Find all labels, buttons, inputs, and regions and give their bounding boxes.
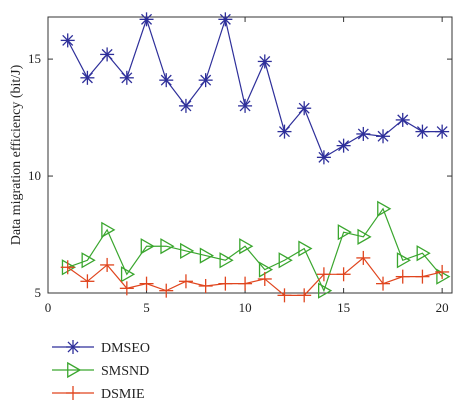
data-point-dsmie: [257, 271, 272, 286]
legend-item-dsmie: DSMIE: [52, 386, 145, 402]
data-point-dmseo: [218, 12, 233, 27]
data-point-smsnd: [239, 238, 254, 255]
series-layer: [60, 12, 451, 303]
x-tick-label: 0: [45, 300, 52, 315]
legend-item-dmseo: DMSEO: [52, 340, 150, 356]
data-point-dmseo: [238, 98, 253, 113]
data-point-dsmie: [198, 278, 213, 293]
data-point-smsnd: [377, 200, 392, 217]
data-point-smsnd: [258, 261, 274, 278]
data-point-dsmie: [139, 276, 154, 291]
data-point-smsnd: [396, 252, 412, 269]
data-point-smsnd: [436, 268, 451, 285]
data-point-dsmie: [80, 274, 95, 289]
data-point-dsmie: [297, 288, 312, 303]
data-point-dsmie: [119, 281, 134, 296]
data-point-smsnd: [318, 282, 333, 299]
data-point-smsnd: [278, 252, 293, 269]
data-point-dmseo: [297, 101, 312, 116]
data-point-dsmie: [100, 257, 115, 272]
data-point-smsnd: [199, 247, 214, 264]
y-tick-label: 10: [28, 168, 41, 183]
data-point-dsmie: [159, 283, 174, 298]
data-point-smsnd: [160, 238, 175, 255]
data-point-smsnd: [416, 245, 431, 262]
data-point-dmseo: [119, 70, 134, 85]
data-point-dmseo: [277, 124, 292, 139]
data-point-smsnd: [337, 224, 352, 241]
x-tick-label: 5: [143, 300, 150, 315]
plot-frame: [47, 16, 453, 294]
data-point-dmseo: [336, 138, 351, 153]
data-point-smsnd: [120, 266, 136, 283]
x-tick-label: 15: [337, 300, 350, 315]
series-line-smsnd: [67, 207, 443, 293]
x-tick-label: 10: [239, 300, 252, 315]
data-point-dmseo: [60, 33, 75, 48]
data-point-dsmie: [178, 274, 193, 289]
data-point-dsmie: [415, 269, 430, 284]
data-point-smsnd: [140, 238, 155, 255]
data-point-dmseo: [316, 150, 331, 165]
legend-item-smsnd: SMSND: [52, 361, 149, 379]
data-point-dmseo: [139, 12, 154, 27]
data-point-dmseo: [435, 124, 450, 139]
x-tick-label: 20: [436, 300, 449, 315]
data-point-dmseo: [198, 73, 213, 88]
data-point-dmseo: [257, 54, 272, 69]
data-point-dsmie: [356, 250, 371, 265]
series-dsmie: [60, 250, 450, 303]
data-point-dmseo: [159, 73, 174, 88]
data-point-smsnd: [298, 240, 313, 257]
y-tick-label: 5: [35, 285, 42, 300]
data-point-dsmie: [316, 267, 331, 282]
legend: DMSEO SMSND DSMIE: [52, 340, 150, 402]
legend-label: SMSND: [101, 364, 149, 379]
data-point-smsnd: [180, 242, 195, 260]
data-point-dsmie: [435, 264, 450, 279]
y-tick-label: 15: [28, 51, 41, 66]
data-point-smsnd: [219, 252, 234, 269]
legend-marker: [66, 386, 80, 400]
legend-label: DSMIE: [101, 387, 145, 402]
data-point-dsmie: [238, 276, 253, 291]
data-point-dmseo: [100, 47, 115, 62]
data-point-smsnd: [357, 228, 372, 245]
data-point-dmseo: [178, 98, 193, 113]
data-point-dsmie: [60, 260, 75, 275]
data-point-dsmie: [277, 288, 292, 303]
data-point-dmseo: [415, 124, 430, 139]
data-point-dmseo: [80, 70, 95, 85]
series-smsnd: [61, 200, 451, 299]
series-line-dsmie: [67, 257, 443, 296]
data-point-smsnd: [81, 252, 96, 269]
plot-border: [47, 16, 453, 294]
data-point-dsmie: [376, 276, 391, 291]
data-point-dmseo: [395, 112, 410, 127]
data-point-smsnd: [101, 221, 116, 238]
y-axis-label: Data migration efficiency (bit/J): [9, 64, 24, 245]
data-point-dsmie: [218, 276, 233, 291]
data-point-dmseo: [376, 129, 391, 144]
data-point-dmseo: [356, 126, 371, 141]
legend-marker: [67, 361, 82, 379]
data-point-dsmie: [395, 269, 410, 284]
series-dmseo: [60, 12, 450, 165]
legend-marker: [66, 340, 80, 354]
data-point-dsmie: [336, 267, 351, 282]
legend-label: DMSEO: [101, 341, 150, 356]
